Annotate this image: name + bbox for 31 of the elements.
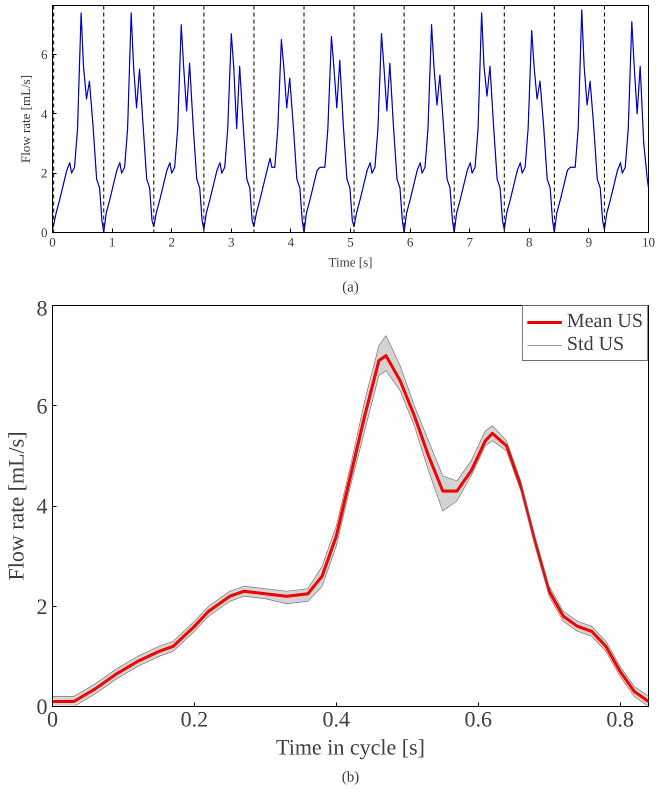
text: (b) [342, 770, 360, 786]
y-tick-label: 8 [36, 296, 48, 320]
x-tick-label: 6 [406, 234, 414, 250]
x-tick-label: 0.8 [606, 706, 634, 732]
x-tick-label: 3 [228, 234, 235, 250]
text: (a) [342, 280, 359, 296]
x-tick-label: 0.2 [180, 706, 208, 732]
x-tick-label: 0.6 [464, 706, 492, 732]
x-tick-label: 0.4 [322, 706, 350, 732]
y-axis-title: Flow rate [mL/s] [18, 74, 33, 164]
x-tick-label: 10 [642, 234, 655, 250]
y-tick-label: 2 [36, 594, 48, 619]
y-tick-label: 6 [36, 393, 48, 418]
x-tick-label: 4 [288, 234, 295, 250]
legend-label: Std US [566, 333, 624, 356]
legend-label: Mean US [566, 310, 643, 333]
y-tick-label: 4 [36, 494, 48, 518]
y-tick-label: 6 [41, 46, 48, 62]
x-axis-title: Time in cycle [s] [276, 734, 425, 760]
x-tick-label: 2 [168, 234, 175, 250]
y-tick-label: 0 [41, 225, 48, 240]
x-tick-label: 8 [526, 234, 533, 250]
line-series [52, 9, 648, 232]
x-tick-label: 5 [347, 234, 354, 250]
y-tick-label: 2 [41, 166, 48, 181]
y-axis-title: Flow rate [mL/s] [4, 431, 28, 581]
x-axis-title: Time [s] [328, 254, 372, 270]
x-tick-label: 1 [108, 234, 116, 250]
x-tick-label: 9 [586, 234, 592, 250]
x-tick-label: 7 [466, 234, 474, 250]
y-tick-label: 4 [41, 106, 48, 122]
